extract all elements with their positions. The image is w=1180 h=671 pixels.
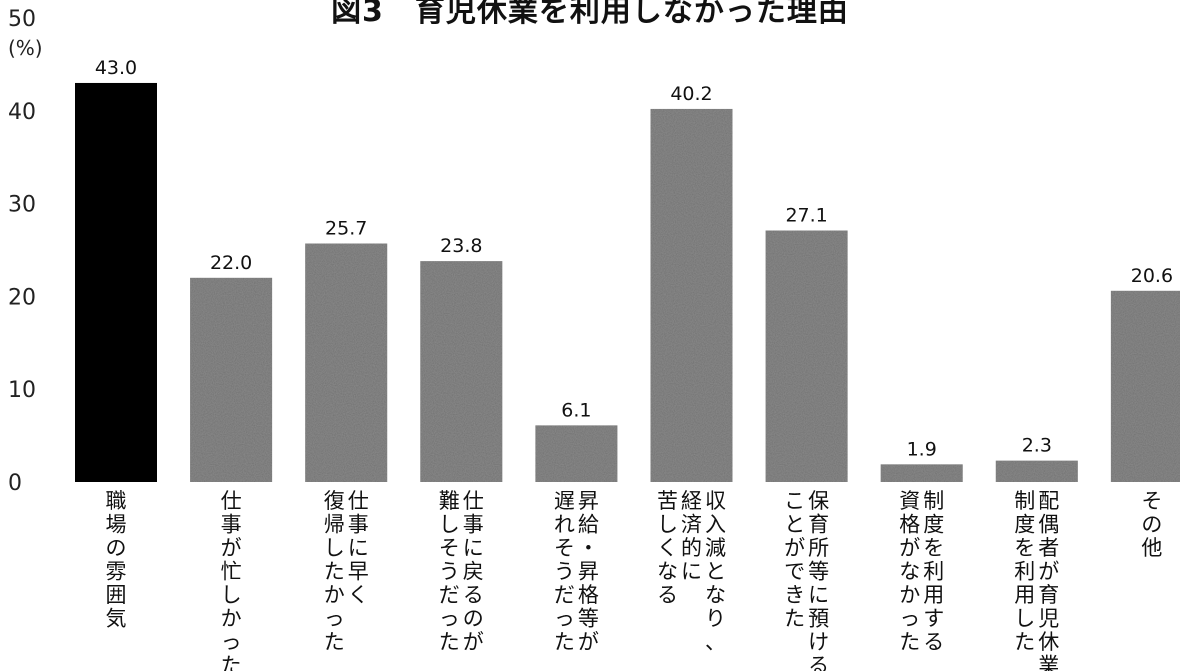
data-label: 25.7 xyxy=(325,218,367,240)
data-label: 6.1 xyxy=(561,399,591,421)
category-label: その他 xyxy=(1141,489,1162,560)
data-label: 1.9 xyxy=(907,438,937,460)
y-tick-label: 0 xyxy=(8,471,22,496)
category-label: 制度を利用する xyxy=(923,489,944,654)
bar xyxy=(880,464,963,482)
category-label: 復帰したかった xyxy=(324,489,345,654)
bars: 43.0 22.0 25.7 23.8 6.1 40.2 27.1 1.9 2.3 20.6 xyxy=(75,57,1180,483)
category-label: 収入減となり、 xyxy=(705,489,726,654)
category-label: 仕事に早く xyxy=(348,489,369,607)
category-label: 昇給・昇格等が xyxy=(578,489,599,654)
data-label: 43.0 xyxy=(95,57,137,79)
category-label: 経済的に xyxy=(681,489,702,584)
bar xyxy=(75,82,157,483)
bar xyxy=(190,277,273,482)
category-label: 仕事が忙しかった xyxy=(221,489,242,671)
y-tick-label: 20 xyxy=(8,285,36,310)
category-label: 制度を利用した xyxy=(1014,489,1035,654)
bar xyxy=(1110,290,1180,482)
category-label: 難しそうだった xyxy=(439,489,460,654)
category-label: 職場の雰囲気 xyxy=(106,489,127,631)
y-tick-label: 50 xyxy=(8,7,36,32)
y-tick-label: 40 xyxy=(8,100,36,125)
bar xyxy=(420,261,503,482)
y-axis-unit-label: (%) xyxy=(8,36,43,60)
y-tick-label: 10 xyxy=(8,378,36,403)
category-label: 保育所等に預ける xyxy=(808,489,829,671)
bar xyxy=(305,243,388,482)
data-label: 23.8 xyxy=(440,235,482,257)
data-label: 27.1 xyxy=(785,205,827,227)
bar xyxy=(535,425,618,482)
category-label: 遅れそうだった xyxy=(554,489,575,654)
data-label: 20.6 xyxy=(1131,265,1173,287)
y-tick-label: 30 xyxy=(8,193,36,218)
y-axis: 0 10 20 30 40 50 xyxy=(8,7,36,496)
bar xyxy=(650,108,733,482)
data-label: 2.3 xyxy=(1022,435,1052,457)
category-label: 資格がなかった xyxy=(899,489,920,654)
data-label: 22.0 xyxy=(210,252,252,274)
data-label: 40.2 xyxy=(670,83,712,105)
bar xyxy=(995,460,1078,482)
category-label: ことができた xyxy=(784,489,805,631)
chart-title: 図3 育児休業を利用しなかった理由 xyxy=(331,0,849,29)
bar xyxy=(765,230,848,482)
category-label: 苦しくなる xyxy=(657,489,678,607)
category-label: 配偶者が育児休業 xyxy=(1038,489,1059,671)
category-label: 仕事に戻るのが xyxy=(463,489,484,654)
